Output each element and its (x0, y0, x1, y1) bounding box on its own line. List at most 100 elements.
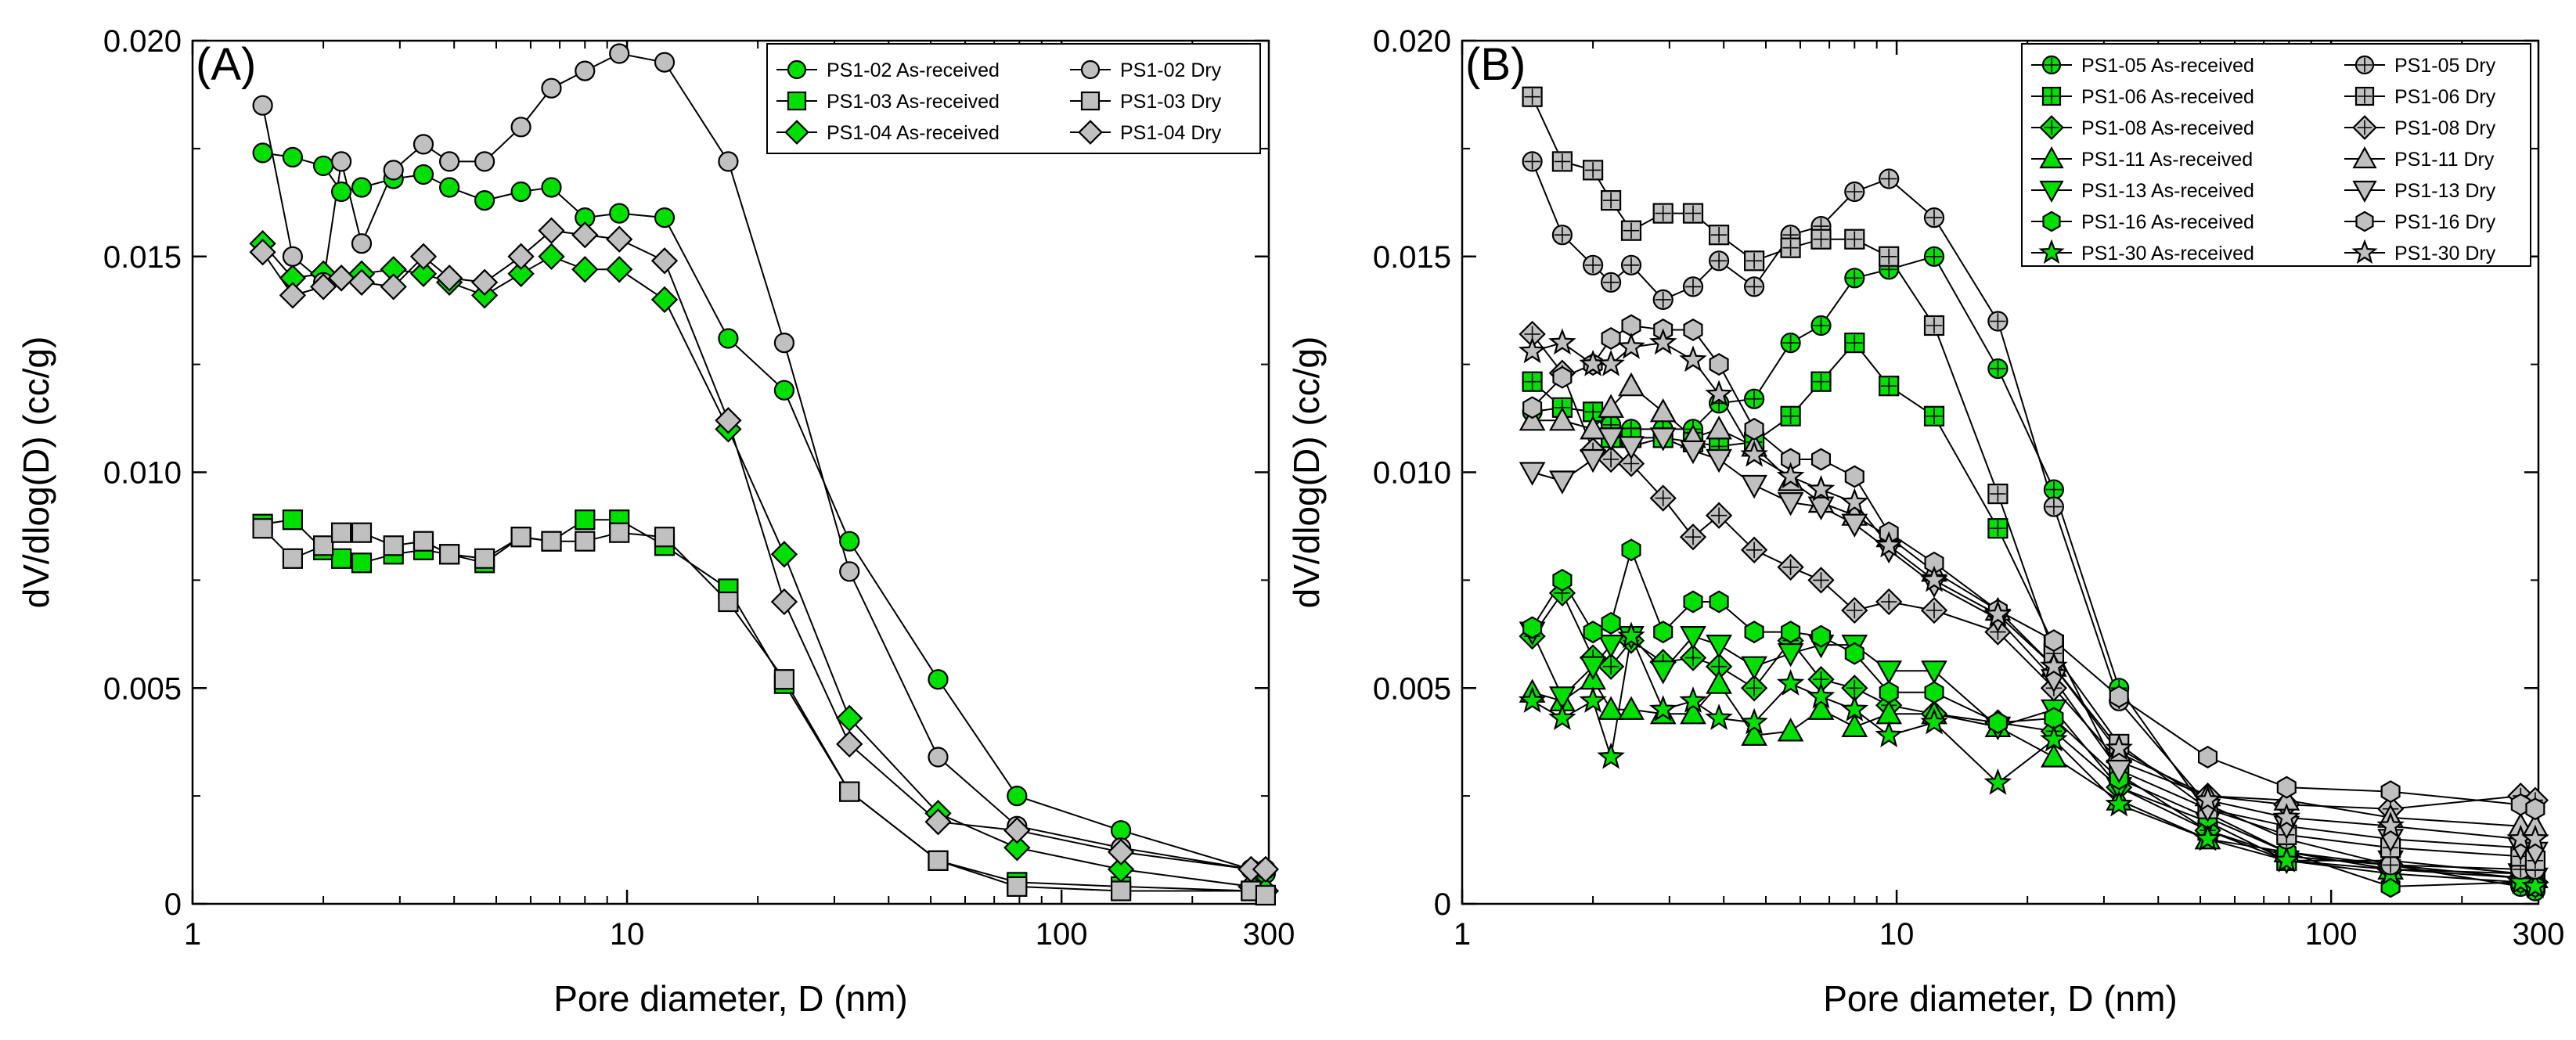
data-point (1923, 207, 1945, 229)
panel-label: (A) (196, 39, 256, 90)
data-point (1598, 696, 1624, 720)
x-tick-label: 100 (1036, 917, 1088, 952)
data-point (1744, 417, 1764, 441)
data-point (435, 264, 463, 292)
data-point (351, 177, 373, 198)
data-point (2276, 776, 2297, 799)
y-tick-label: 0.010 (1373, 456, 1451, 491)
data-point (331, 181, 352, 203)
series-line (1531, 547, 2536, 887)
legend-label: PS1-03 Dry (1120, 91, 1222, 113)
data-point (924, 808, 952, 836)
legend-label: PS1-04 Dry (1120, 122, 1222, 144)
data-point (1810, 315, 1832, 336)
data-point (575, 60, 596, 81)
data-point (2380, 780, 2401, 804)
series-line (1531, 161, 2535, 870)
x-tick-label: 300 (2513, 917, 2565, 952)
data-point (1618, 696, 1645, 720)
data-point (1705, 380, 1733, 407)
data-point (1597, 349, 1625, 376)
legend-label: PS1-13 As-received (2081, 180, 2254, 202)
data-point (609, 522, 630, 543)
data-point (538, 243, 565, 270)
data-point (474, 151, 495, 172)
data-point (1983, 768, 2012, 795)
legend-marker (1080, 91, 1101, 111)
data-point (1649, 484, 1677, 512)
series-markers (1518, 621, 2549, 899)
data-point (538, 217, 565, 244)
data-point (1620, 220, 1642, 241)
data-point (2193, 785, 2222, 812)
data-point (1810, 448, 1832, 471)
series-markers (249, 217, 1280, 883)
data-point (1680, 700, 1706, 725)
data-point (1744, 388, 1765, 409)
legend-label: PS1-05 As-received (2081, 55, 2254, 77)
data-point (282, 509, 303, 531)
data-point (1522, 616, 1543, 639)
data-point (1649, 660, 1677, 685)
data-point (2106, 759, 2133, 784)
y-tick-label: 0.005 (1373, 671, 1451, 706)
data-point (1987, 358, 2009, 380)
data-point (1987, 483, 2009, 505)
legend-marker (2352, 146, 2377, 169)
x-tick-label: 10 (1879, 917, 1915, 952)
data-point (654, 207, 676, 229)
data-point (2521, 824, 2549, 851)
data-point (510, 527, 531, 548)
data-point (770, 588, 798, 616)
data-point (2197, 746, 2218, 768)
y-tick-label: 0.020 (1373, 24, 1451, 59)
data-point (331, 522, 352, 543)
data-point (836, 730, 863, 758)
data-point (1879, 246, 1900, 267)
legend-label: PS1-16 Dry (2394, 211, 2496, 233)
data-point (1875, 531, 1903, 558)
data-point (541, 531, 562, 552)
data-point (1744, 250, 1765, 272)
data-point (1682, 203, 1704, 224)
data-point (1810, 624, 1832, 648)
data-point (351, 552, 373, 574)
data-point (1780, 333, 1801, 354)
data-point (1682, 276, 1704, 297)
data-point (1110, 820, 1132, 841)
data-point (1987, 311, 2009, 332)
data-point (1780, 237, 1801, 258)
data-point (2506, 867, 2535, 894)
data-point (282, 146, 303, 167)
legend: PS1-05 As-received PS1-06 As-received PS1-… (2021, 43, 2531, 267)
data-point (1923, 405, 1945, 426)
data-point (1552, 365, 1573, 389)
data-point (1007, 876, 1028, 898)
data-point (1679, 524, 1707, 551)
data-point (1620, 254, 1642, 275)
data-point (1003, 834, 1031, 862)
data-point (1580, 448, 1606, 473)
y-tick-label: 0.020 (103, 24, 182, 59)
y-axis-title: dV/dlog(D) (cc/g) (1286, 336, 1327, 609)
data-point (1548, 328, 1576, 355)
series-line (1532, 633, 2536, 887)
data-point (1598, 634, 1624, 659)
data-point (2044, 629, 2064, 653)
y-tick-label: 0 (1434, 887, 1451, 922)
legend-box (766, 43, 1261, 154)
data-point (438, 151, 460, 172)
data-point (1709, 225, 1730, 246)
data-point (1705, 502, 1733, 529)
data-point (1740, 536, 1768, 563)
data-point (1844, 229, 1865, 250)
data-point (839, 531, 860, 552)
data-point (1841, 513, 1868, 538)
series-layer (1518, 86, 2549, 901)
series-line (1532, 342, 2535, 840)
data-point (1519, 407, 1546, 431)
data-point (1780, 405, 1801, 426)
legend-marker (2354, 86, 2375, 106)
data-point (1706, 670, 1732, 694)
